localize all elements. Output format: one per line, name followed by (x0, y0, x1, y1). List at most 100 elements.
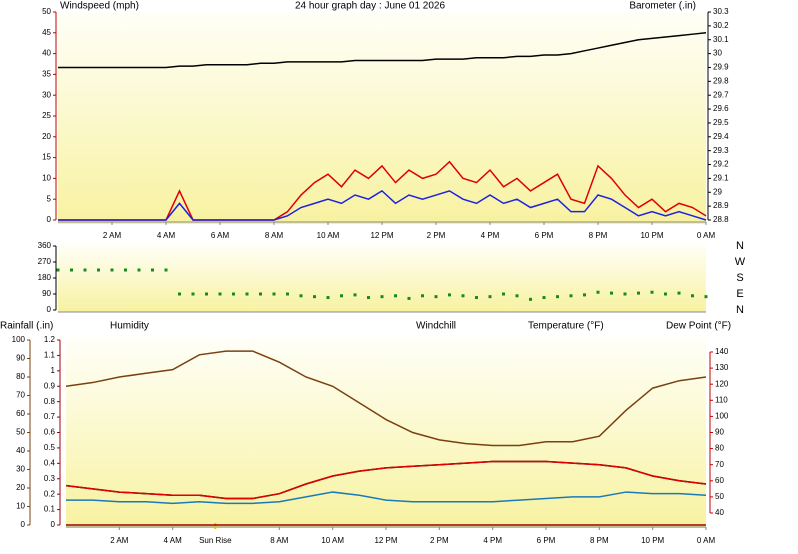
direction-point (380, 295, 384, 299)
direction-point (407, 296, 411, 300)
y2-tick-label: 29.8 (713, 76, 729, 85)
y-tick-label: 0.6 (44, 428, 56, 437)
y-tick-label: 80 (16, 372, 25, 381)
y2-tick-label: 140 (715, 347, 729, 356)
direction-point (691, 294, 694, 298)
direction-point (110, 268, 114, 272)
direction-point (461, 294, 465, 298)
legend-label: Windchill (416, 321, 456, 332)
direction-point (515, 294, 519, 298)
series-line (66, 491, 707, 505)
x-tick-label: 0 AM (697, 536, 716, 545)
y2-tick-label: 28.9 (713, 201, 729, 210)
y-tick-label: 70 (16, 391, 25, 400)
direction-point (326, 296, 330, 300)
y-tick-label: 20 (16, 483, 25, 492)
y-tick-label: 1 (51, 366, 56, 375)
y2-tick-label: 30.3 (713, 7, 729, 16)
y2-tick-label: 50 (715, 492, 724, 501)
y-tick-label: 0.4 (44, 458, 56, 467)
direction-point (650, 290, 654, 294)
direction-point (205, 292, 208, 296)
y2-tick-label: 110 (715, 395, 728, 404)
y-tick-label: 1.2 (44, 335, 56, 344)
direction-point (596, 290, 600, 294)
y-tick-label: 50 (42, 7, 51, 16)
x-tick-label: 2 PM (427, 231, 446, 240)
direction-point (218, 292, 222, 296)
direction-point (151, 268, 154, 272)
y2-tick-label: 60 (715, 476, 724, 485)
compass-label: W (735, 256, 746, 268)
y2-tick-label: 100 (715, 412, 729, 421)
y2-tick-label: 29 (713, 187, 722, 196)
direction-point (448, 293, 451, 297)
y-tick-label: 60 (16, 409, 25, 418)
y-tick-label: 100 (12, 335, 26, 344)
y-tick-label: 40 (42, 49, 51, 58)
series-line (58, 32, 707, 69)
y2-tick-label: 40 (715, 508, 724, 517)
y2-tick-label: 29.9 (713, 63, 729, 72)
y2-tick-label: 29.3 (713, 146, 729, 155)
y2-tick-label: 29.2 (713, 160, 729, 169)
direction-point (83, 268, 87, 272)
direction-point (569, 294, 573, 298)
direction-point (272, 292, 276, 296)
direction-point (367, 296, 370, 300)
direction-point (502, 292, 505, 296)
y2-tick-label: 28.8 (713, 215, 729, 224)
y-tick-label: 270 (38, 257, 52, 266)
x-tick-label: 6 PM (535, 231, 554, 240)
direction-point (542, 296, 546, 300)
direction-point (286, 292, 289, 296)
x-tick-label: 4 PM (483, 536, 502, 545)
y-tick-label: 50 (16, 428, 25, 437)
direction-point (488, 295, 492, 299)
direction-point (664, 292, 667, 296)
x-tick-label: 0 AM (697, 231, 716, 240)
legend-label: Dew Point (°F) (666, 321, 731, 332)
x-tick-label: 2 AM (110, 536, 129, 545)
y-tick-label: 0 (21, 520, 26, 529)
direction-point (475, 296, 478, 300)
direction-point (164, 268, 168, 272)
direction-point (97, 268, 100, 272)
y-tick-label: 0 (47, 215, 52, 224)
x-tick-label: 2 AM (103, 231, 122, 240)
y-tick-label: 0.1 (44, 505, 56, 514)
y-tick-label: 0.8 (44, 397, 56, 406)
y2-tick-label: 130 (715, 363, 729, 372)
y-tick-label: 0.3 (44, 474, 56, 483)
direction-point (421, 294, 424, 298)
y-tick-label: 40 (16, 446, 25, 455)
y2-tick-label: 30.1 (713, 35, 729, 44)
compass-label: N (736, 304, 744, 316)
y2-tick-label: 29.1 (713, 174, 729, 183)
compass-label: N (736, 240, 744, 252)
direction-point (637, 291, 640, 295)
x-tick-label: 6 PM (537, 536, 556, 545)
x-tick-label: 4 AM (164, 536, 183, 545)
x-tick-label: 8 PM (590, 536, 609, 545)
y-tick-label: 1.1 (44, 351, 56, 360)
y2-tick-label: 90 (715, 428, 724, 437)
y-tick-label: 15 (42, 153, 51, 162)
x-tick-label: 4 AM (157, 231, 176, 240)
y2-tick-label: 80 (715, 444, 724, 453)
direction-point (340, 294, 343, 298)
direction-point (704, 295, 708, 299)
y-tick-label: 25 (42, 111, 51, 120)
x-tick-label: 10 AM (321, 536, 344, 545)
y-tick-label: 5 (47, 194, 52, 203)
y2-tick-label: 29.5 (713, 118, 729, 127)
direction-point (529, 297, 532, 301)
y-tick-label: 0.9 (44, 381, 56, 390)
y-tick-label: 0.5 (44, 443, 56, 452)
y2-tick-label: 120 (715, 379, 729, 388)
y-tick-label: 0.2 (44, 489, 56, 498)
y2-tick-label: 29.6 (713, 104, 729, 113)
series-line (65, 460, 707, 500)
direction-point (299, 294, 303, 298)
